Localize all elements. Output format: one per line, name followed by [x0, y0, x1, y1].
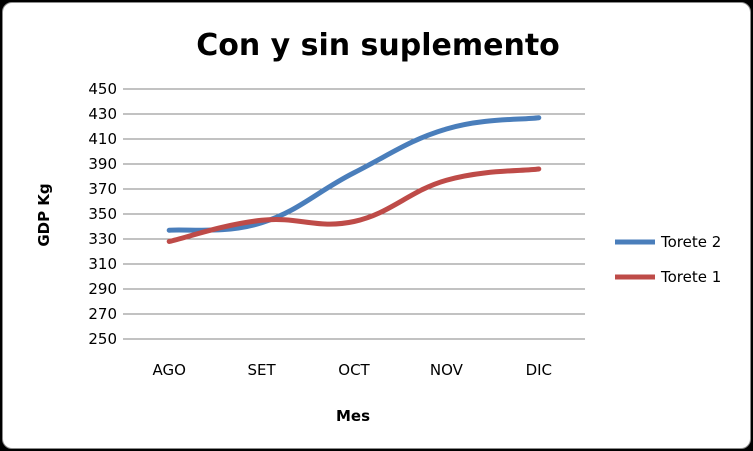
- line-chart: Con y sin suplemento 250 270 290 310 330 350 3…: [35, 28, 721, 425]
- y-tick-label: 370: [88, 180, 117, 198]
- x-tick-label: SET: [248, 361, 277, 379]
- legend: Torete 2 Torete 1: [615, 233, 721, 286]
- y-tick-label: 410: [88, 130, 117, 148]
- chart-title: Con y sin suplemento: [196, 28, 560, 63]
- y-tick-label: 450: [88, 80, 117, 98]
- y-tick-label: 330: [88, 230, 117, 248]
- y-tick-label: 270: [88, 305, 117, 323]
- legend-label: Torete 1: [660, 268, 721, 286]
- series-line-2: [166, 166, 542, 244]
- x-tick-label: NOV: [430, 361, 464, 379]
- x-axis-title: Mes: [336, 407, 370, 425]
- y-tick-label: 250: [88, 330, 117, 348]
- x-tick-label: OCT: [338, 361, 370, 379]
- y-axis-title: GDP Kg: [35, 183, 53, 246]
- series-line-1: [166, 115, 542, 233]
- y-tick-label: 310: [88, 255, 117, 273]
- x-tick-label: DIC: [526, 361, 552, 379]
- y-tick-label: 350: [88, 205, 117, 223]
- x-tick-label: AGO: [152, 361, 185, 379]
- series-lines: [166, 115, 542, 244]
- gridlines: [123, 88, 585, 340]
- y-tick-label: 390: [88, 155, 117, 173]
- legend-label: Torete 2: [660, 233, 721, 251]
- y-tick-label: 290: [88, 280, 117, 298]
- y-tick-label: 430: [88, 105, 117, 123]
- x-tick-labels: AGO SET OCT NOV DIC: [152, 361, 552, 379]
- y-tick-labels: 250 270 290 310 330 350 370 390 410 430 450: [88, 80, 117, 348]
